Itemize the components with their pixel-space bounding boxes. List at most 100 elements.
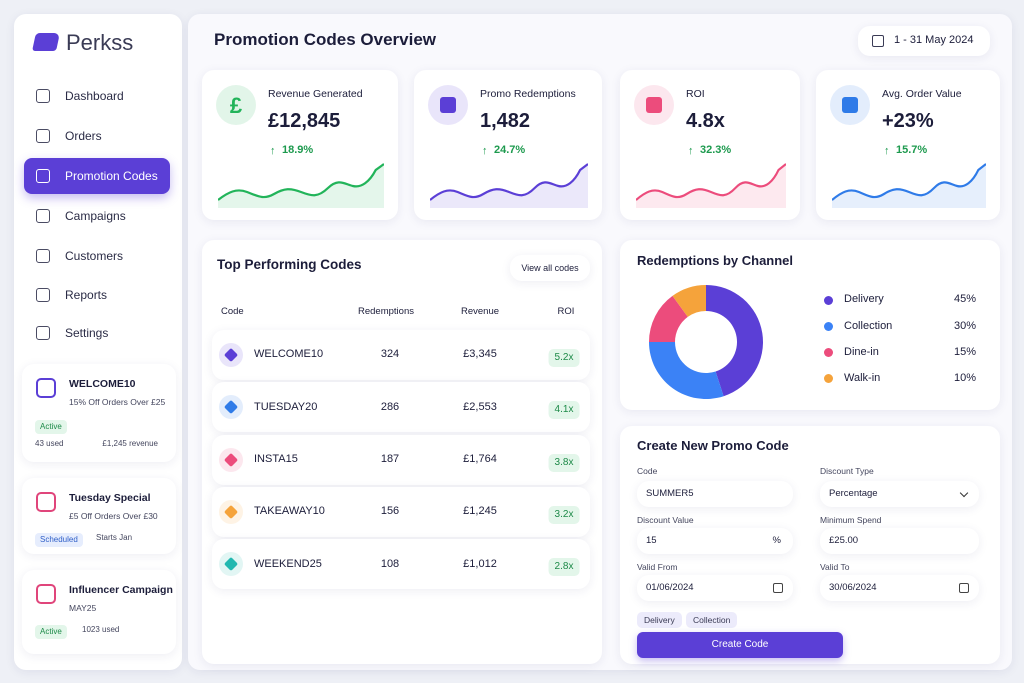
legend-label: Dine-in (844, 346, 879, 358)
kpi-arrow: ↑ (482, 145, 488, 157)
kpi-arrow: ↑ (884, 145, 890, 157)
input-field[interactable] (820, 481, 979, 507)
view-all[interactable]: View all codes (521, 262, 579, 273)
roi: 4.1x (548, 401, 580, 420)
revenue: £1,245 (463, 505, 497, 518)
legend-value: 45% (953, 293, 976, 306)
kpi-value: 4.8x (686, 110, 725, 132)
input-field[interactable] (637, 528, 793, 554)
calendar-icon (872, 35, 884, 47)
nav-item[interactable]: Orders (65, 128, 102, 143)
view-all-button[interactable] (510, 255, 590, 281)
table-row (212, 434, 590, 485)
field-suffix: % (772, 535, 781, 547)
field-label: Valid To (820, 561, 850, 572)
kpi-value: +23% (882, 110, 934, 132)
input-field[interactable] (820, 528, 979, 554)
donut-chart (649, 285, 763, 399)
legend-value: 15% (953, 346, 976, 358)
kpi-arrow: ↑ (688, 145, 694, 157)
input-field[interactable] (637, 481, 793, 507)
donut-segment (649, 342, 724, 399)
nav-icon (36, 326, 50, 340)
revenue: £2,553 (463, 400, 497, 413)
input-field[interactable] (820, 575, 979, 601)
kpi-card (414, 70, 602, 220)
table-row (212, 539, 590, 590)
nav-item[interactable]: Promotion Codes (65, 168, 158, 183)
kpi-change: 32.3% (700, 144, 732, 157)
kpi-glyph (842, 97, 858, 113)
kpi-label: Avg. Order Value (882, 87, 962, 100)
legend-label: Walk-in (844, 372, 881, 385)
redemptions: 156 (380, 505, 400, 518)
section-title: Create New Promo Code (637, 438, 789, 454)
roi: 3.8x (548, 453, 580, 472)
nav-icon (36, 129, 50, 143)
page-title: Promotion Codes Overview (214, 29, 436, 49)
roi: 5.2x (548, 349, 580, 367)
sparkline (430, 163, 588, 208)
promo-meta: £1,245 revenue (102, 439, 158, 449)
roi: 3.2x (548, 505, 580, 524)
section-title: Top Performing Codes (217, 256, 362, 272)
legend-dot (823, 374, 833, 384)
field-value[interactable]: Percentage (829, 488, 878, 500)
redemptions: 324 (380, 348, 400, 361)
promo-subtitle: MAY25 (69, 602, 97, 613)
legend-value: 30% (953, 319, 976, 332)
nav-item[interactable]: Reports (65, 287, 108, 302)
column-header: Code (221, 306, 244, 318)
code: WEEKEND25 (254, 557, 322, 570)
field-value[interactable]: £25.00 (829, 535, 859, 547)
revenue: £1,012 (463, 557, 497, 570)
promo-icon (36, 584, 56, 604)
promo-used: 43 used (35, 439, 64, 449)
promo-status: Active (35, 420, 67, 434)
nav-active[interactable] (24, 158, 170, 194)
column-header: Revenue (460, 306, 500, 318)
kpi-value: 1,482 (480, 110, 531, 132)
field-label: Discount Type (820, 465, 874, 476)
brand: Perkss (66, 29, 134, 55)
channel-tag[interactable]: Delivery (637, 611, 682, 629)
field-value[interactable]: 30/06/2024 (829, 582, 877, 594)
kpi-card (202, 70, 398, 220)
channel-tag[interactable]: Collection (686, 611, 738, 629)
field-value[interactable]: SUMMER5 (646, 488, 694, 500)
field-label: Valid From (637, 561, 678, 572)
legend-label: Collection (844, 319, 893, 332)
promo-subtitle: 15% Off Orders Over £25 (69, 396, 166, 407)
kpi-card (620, 70, 800, 220)
promo-meta: 1023 used (82, 625, 120, 635)
nav-icon (36, 89, 50, 103)
create-button[interactable] (637, 632, 843, 658)
legend-value: 10% (953, 372, 976, 385)
code: INSTA15 (254, 453, 298, 465)
kpi-label: ROI (686, 87, 705, 100)
date-picker[interactable] (858, 26, 990, 56)
legend-label: Delivery (844, 293, 884, 306)
field-value[interactable]: 15 (646, 535, 657, 547)
input-field[interactable] (637, 575, 793, 601)
nav-icon (36, 288, 50, 302)
nav-item[interactable]: Dashboard (65, 88, 124, 103)
nav-item[interactable]: Settings (65, 325, 109, 340)
kpi-card (816, 70, 1000, 220)
table-row (212, 330, 590, 380)
nav-item[interactable]: Customers (65, 248, 124, 263)
create-button-label[interactable]: Create Code (711, 639, 769, 650)
field-value[interactable]: 01/06/2024 (646, 582, 694, 594)
calendar-icon (959, 583, 969, 593)
legend-dot (823, 348, 833, 358)
nav-icon (36, 169, 50, 183)
kpi-glyph (440, 97, 456, 113)
nav-item[interactable]: Campaigns (65, 208, 126, 223)
promo-card (22, 364, 176, 462)
kpi-glyph (646, 97, 662, 113)
kpi-icon-text: £ (229, 92, 243, 118)
kpi-icon (216, 85, 256, 125)
redemptions: 187 (380, 453, 400, 465)
kpi-arrow: ↑ (270, 145, 276, 157)
